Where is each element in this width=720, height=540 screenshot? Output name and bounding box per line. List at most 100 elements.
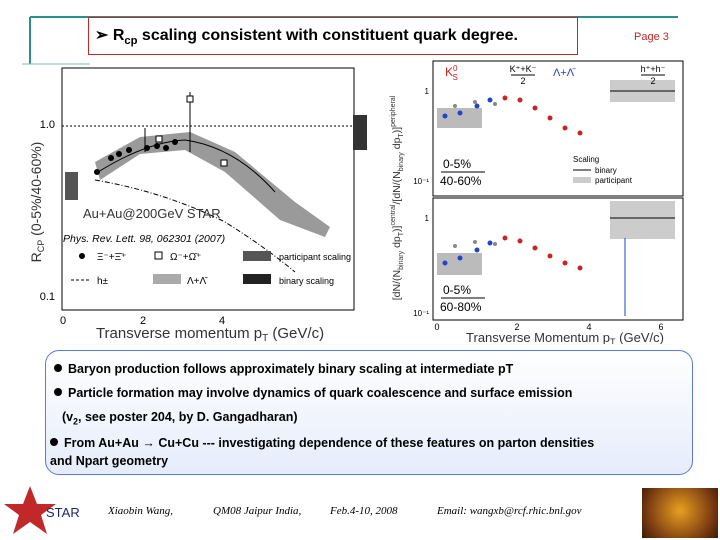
scaling-title: Scaling [573, 155, 599, 164]
legend-entry: h± [97, 276, 109, 287]
x-tick-label: 0 [60, 315, 66, 327]
plot-mark: Baryon production follows approximately … [54, 362, 513, 376]
y-label-part: /[dN/(N [391, 171, 403, 204]
plot-mark [442, 260, 448, 266]
species-label: K0 S [445, 64, 458, 82]
y-label-part: dp [391, 137, 403, 152]
legend-entry: Ξ⁻+Ξ̄⁺ [97, 252, 126, 263]
plot-mark [532, 245, 538, 251]
plot-mark [457, 255, 463, 261]
conference-logo [642, 488, 718, 538]
plot-mark [487, 97, 493, 103]
y-label-sup: central [390, 204, 397, 225]
plot-frame [61, 67, 355, 311]
plot-mark [502, 235, 508, 241]
y-axis-label: RCP (0-5%/40-60%) [28, 142, 46, 263]
legend-marker [243, 251, 271, 261]
footer-date: Feb.4-10, 2008 [330, 505, 398, 517]
bullet-arrow: → [142, 436, 155, 450]
bullet-sub: 2 [73, 416, 78, 427]
scaling-band [437, 253, 482, 275]
species-label: h⁺+h⁻ [641, 64, 666, 74]
footer-author: Xiaobin Wang, [108, 505, 173, 517]
bullet-dot [50, 438, 58, 446]
plot-mark [577, 265, 583, 271]
species-label: Λ+Λ̄ [553, 67, 576, 79]
scaling-bar [65, 172, 78, 200]
legend-entry: Ω⁻+Ω̄⁺ [170, 252, 201, 263]
bullet-text: Baryon production follows approximately … [68, 362, 514, 376]
species-label: 2 [520, 76, 525, 86]
system-label: Au+Au@200GeV STAR [83, 206, 221, 221]
y-label-sub: binary [398, 250, 405, 270]
x-tick-label: 4 [586, 322, 591, 332]
title-sub: cp [124, 35, 138, 48]
scaling-band [610, 201, 675, 239]
left-plot: 1.0 0.1 0 2 4 Transverse momentum pT (Ge… [28, 67, 367, 344]
title-arrow: ➢ [95, 27, 113, 44]
x-axis-label: Transverse momentum pT (GeV/c) [96, 325, 324, 344]
plot-mark [487, 240, 493, 246]
bullet-text: Particle formation may involve dynamics … [68, 386, 573, 400]
plot-mark [577, 130, 583, 136]
x-label-sub: T [262, 333, 268, 344]
y-tick-label: 1 [425, 87, 430, 96]
plot-mark [473, 240, 477, 244]
plot-mark [220, 159, 228, 167]
plot-mark [474, 103, 480, 109]
y-tick-label: 10⁻¹ [413, 177, 429, 186]
plot-mark [474, 247, 480, 253]
footer-conference: QM08 Jaipur India, [213, 505, 302, 517]
plot-mark [493, 242, 497, 246]
x-label-part: (GeV/c) [616, 330, 664, 344]
footer-email: Email: wangxb@rcf.rhic.bnl.gov [437, 505, 582, 517]
legend-entry: binary [595, 166, 617, 175]
y-label-sub: T [398, 133, 405, 138]
plot-mark [493, 102, 497, 106]
plot-mark: Particle formation may involve dynamics … [54, 386, 572, 400]
bullet-box: Baryon production follows approximately … [45, 350, 693, 475]
y-label-part: )] [391, 225, 403, 231]
x-tick-label: 4 [219, 315, 225, 327]
plot-mark [442, 113, 448, 119]
plot-mark [172, 139, 178, 145]
plot-mark [457, 110, 463, 116]
reference: Phys. Rev. Lett. 98, 062301 (2007) [63, 233, 225, 245]
star-shape [4, 486, 56, 534]
x-label-part: Transverse Momentum p [466, 330, 610, 344]
scaling-band [437, 108, 482, 128]
x-label-sub: T [610, 337, 616, 344]
legend-marker [154, 251, 163, 260]
bullet-dot [54, 364, 62, 372]
legend-marker [573, 177, 591, 183]
x-tick-label: 2 [140, 315, 146, 327]
scaling-bar [353, 115, 367, 150]
bullet-text: and Npart geometry [50, 454, 169, 468]
x-tick-label: 6 [658, 322, 663, 332]
plot-mark [154, 143, 160, 149]
y-label-sub: binary [398, 152, 405, 172]
plot-mark: From Au+Au → Cu+Cu --- investigating dep… [50, 436, 594, 450]
plot-mark [473, 100, 477, 104]
species-sub: S [452, 73, 457, 82]
legend-marker [79, 253, 85, 259]
legend-entry: participant scaling [279, 252, 351, 262]
plot-mark [532, 105, 538, 111]
panel-label: 60-80% [440, 300, 482, 314]
panel-label: 0-5% [443, 157, 471, 171]
y-label-part: )] [391, 127, 403, 133]
plot-mark: (v2, see poster 204, by D. Gangadharan) [62, 410, 298, 427]
y-label-part: (0-5%/40-60%) [28, 142, 44, 240]
y-label-sub: CP [36, 240, 46, 253]
x-tick-label: 2 [514, 322, 519, 332]
species-label: K⁺+K⁻ [510, 64, 537, 74]
open-markers [155, 95, 228, 167]
legend-marker [243, 274, 271, 284]
species-label: 2 [650, 76, 655, 86]
y-label-part: R [28, 252, 44, 262]
x-label-part: (GeV/c) [268, 325, 324, 342]
star-logo: STAR [4, 486, 80, 534]
plot-mark [547, 115, 553, 121]
y-label-part: [dN/(N [391, 270, 403, 300]
y-tick-label: 1.0 [40, 119, 55, 131]
